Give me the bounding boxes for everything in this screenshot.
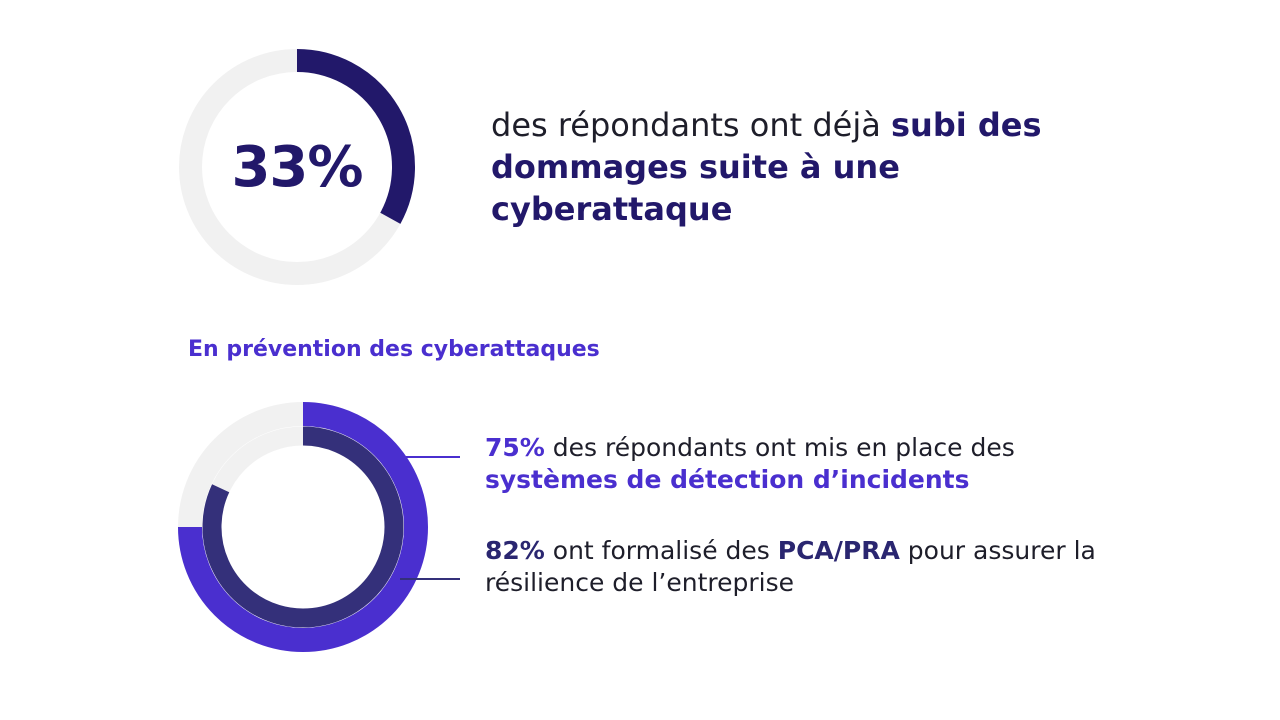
- stat-damages-bold: subi des dommages suite à une cyberattaq…: [491, 106, 1042, 228]
- stat-pca-bold: PCA/PRA: [777, 536, 900, 565]
- stat-pca-pre: ont formalisé des: [544, 536, 778, 565]
- stat-damages-pre: des répondants ont déjà: [491, 106, 891, 144]
- leader-line-82: [400, 578, 460, 580]
- stat-pca-text: 82% ont formalisé des PCA/PRA pour assur…: [485, 535, 1135, 599]
- donut-svg-damages: [179, 49, 415, 285]
- stat-detection-value: 75%: [485, 433, 545, 462]
- stat-pca-post: pour assurer la résilience de l’entrepri…: [485, 536, 1096, 597]
- section-title: En prévention des cyberattaques: [188, 337, 600, 362]
- donut-value-label: 33%: [231, 134, 363, 200]
- donut-chart-prevention: [178, 402, 428, 652]
- stat-detection-bold: systèmes de détection d’incidents: [485, 465, 970, 494]
- stat-damages-text: des répondants ont déjà subi des dommage…: [491, 104, 1071, 230]
- inner-ring-segment-82: [202, 426, 404, 628]
- donut-segment-33: [296, 49, 415, 224]
- stat-detection-text: 75% des répondants ont mis en place des …: [485, 432, 1135, 496]
- donut-chart-damages: 33%: [178, 48, 416, 286]
- leader-line-75: [406, 456, 460, 458]
- donut-svg-prevention: [178, 402, 428, 652]
- stat-pca-value: 82%: [485, 536, 545, 565]
- outer-ring-segment-75: [178, 402, 428, 652]
- stat-detection-mid: des répondants ont mis en place des: [544, 433, 1015, 462]
